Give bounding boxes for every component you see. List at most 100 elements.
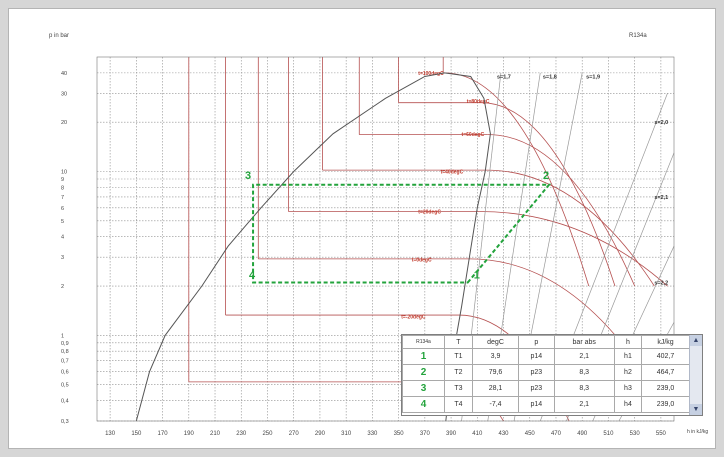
- table-cell: T4: [443, 396, 473, 413]
- table-cell: 2,1: [553, 396, 615, 413]
- isotherm-vapor-curve: [487, 134, 636, 287]
- x-tick-label: 550: [656, 431, 667, 437]
- table-cell: T1: [443, 348, 473, 365]
- saturation-dome: [135, 72, 491, 422]
- y-tick-label: 0,5: [61, 383, 69, 389]
- isentrope-label: s=1,8: [543, 75, 557, 81]
- state-point-id: 4: [402, 396, 445, 413]
- x-tick-label: 510: [603, 431, 614, 437]
- table-cell: p14: [518, 348, 555, 365]
- table-row[interactable]: 3 T3 28,1 p23 8,3 h3 239,0: [402, 380, 690, 397]
- table-cell: h3: [613, 380, 643, 397]
- table-cell: 28,1: [471, 380, 520, 397]
- table-cell: 239,0: [641, 396, 690, 413]
- refrigerant-label: R134a: [629, 33, 647, 39]
- isotherm-label: t=80degC: [467, 99, 490, 105]
- x-tick-label: 310: [341, 431, 352, 437]
- x-tick-label: 370: [420, 431, 431, 437]
- x-tick-label: 350: [394, 431, 405, 437]
- table-row[interactable]: 1 T1 3,9 p14 2,1 h1 402,7: [402, 348, 690, 365]
- diagram-frame: t=100degC t=80degC t=60degC t=40degC t=20deg…: [8, 8, 716, 449]
- table-header-cell: R134a: [402, 335, 445, 349]
- y-tick-label: 40: [61, 71, 67, 77]
- table-header-cell: degC: [471, 335, 520, 349]
- table-cell: 239,0: [641, 380, 690, 397]
- table-scrollbar[interactable]: ▲ ▼: [689, 335, 702, 415]
- table-row[interactable]: 2 T2 79,6 p23 8,3 h2 464,7: [402, 364, 690, 381]
- table-header-cell: T: [443, 335, 473, 349]
- y-tick-label: 6: [61, 206, 64, 212]
- x-tick-label: 450: [525, 431, 536, 437]
- table-cell: p23: [518, 364, 555, 381]
- y-tick-label: 9: [61, 177, 64, 183]
- cycle-point-label: 4: [249, 270, 256, 282]
- table-cell: 2,1: [553, 348, 615, 365]
- y-tick-label: 8: [61, 185, 64, 191]
- table-cell: 8,3: [553, 364, 615, 381]
- table-cell: 79,6: [471, 364, 520, 381]
- y-tick-label: 30: [61, 91, 67, 97]
- x-tick-label: 490: [577, 431, 588, 437]
- x-tick-label: 230: [236, 431, 247, 437]
- y-tick-label: 1: [61, 333, 64, 339]
- y-tick-label: 20: [61, 120, 67, 126]
- cycle-point-label: 2: [543, 170, 549, 182]
- cycle-point-label: 3: [245, 170, 251, 182]
- y-tick-label: 0,7: [61, 359, 69, 365]
- x-tick-label: 130: [105, 431, 116, 437]
- isotherm-label: t=40degC: [441, 170, 464, 176]
- isotherm-vapor-curve: [481, 102, 616, 287]
- cycle-path: [252, 183, 552, 284]
- x-tick-label: 250: [262, 431, 273, 437]
- isotherm-vapor-curve: [486, 169, 655, 287]
- isotherm-label: t=-20degC: [401, 315, 426, 321]
- x-tick-label: 530: [630, 431, 641, 437]
- y-tick-label: 0,6: [61, 370, 69, 376]
- isotherm-label: t=0degC: [412, 258, 432, 264]
- x-tick-label: 390: [446, 431, 457, 437]
- table-cell: 402,7: [641, 348, 690, 365]
- table-cell: 3,9: [471, 348, 520, 365]
- x-tick-label: 410: [472, 431, 483, 437]
- table-cell: 8,3: [553, 380, 615, 397]
- scroll-up-icon[interactable]: ▲: [690, 335, 702, 346]
- x-tick-label: 170: [158, 431, 169, 437]
- y-tick-label: 5: [61, 219, 64, 225]
- x-tick-label: 290: [315, 431, 326, 437]
- plot-border: [96, 56, 675, 422]
- isotherm-vapor-curve: [444, 72, 590, 287]
- y-tick-label: 7: [61, 195, 64, 201]
- refrigeration-cycle: 1 2 3 4: [245, 170, 552, 284]
- isentrope-label: s=2,1: [654, 195, 668, 201]
- table-header-cell: kJ/kg: [641, 335, 690, 349]
- scroll-down-icon[interactable]: ▼: [690, 404, 702, 415]
- table-cell: T3: [443, 380, 473, 397]
- y-tick-label: 4: [61, 235, 64, 241]
- table-row[interactable]: 4 T4 -7,4 p14 2,1 h4 239,0: [402, 396, 690, 413]
- isentrope-label: s=1,9: [586, 75, 600, 81]
- x-tick-label: 330: [367, 431, 378, 437]
- isentrope-label: s=2,2: [654, 281, 668, 287]
- table-header-cell: h: [613, 335, 643, 349]
- isotherm-label: t=20degC: [418, 210, 441, 216]
- table-cell: h1: [613, 348, 643, 365]
- x-tick-label: 210: [210, 431, 221, 437]
- table-cell: p23: [518, 380, 555, 397]
- y-tick-label: 0,4: [61, 399, 69, 405]
- state-point-id: 1: [402, 348, 445, 365]
- isotherm-vapor-curve: [469, 258, 622, 344]
- isotherm-label: t=60degC: [462, 132, 485, 138]
- x-tick-label: 430: [499, 431, 510, 437]
- isentrope-label: s=2,0: [654, 120, 668, 126]
- y-tick-label: 3: [61, 255, 64, 261]
- y-tick-label: 2: [61, 284, 64, 290]
- isotherms: t=100degC t=80degC t=60degC t=40degC t=20deg…: [188, 57, 668, 422]
- x-axis-title: h in kJ/kg: [687, 429, 708, 435]
- table-cell: h2: [613, 364, 643, 381]
- saturation-curve: [135, 72, 491, 422]
- state-point-id: 2: [402, 364, 445, 381]
- isotherm-vapor-curve: [479, 211, 668, 287]
